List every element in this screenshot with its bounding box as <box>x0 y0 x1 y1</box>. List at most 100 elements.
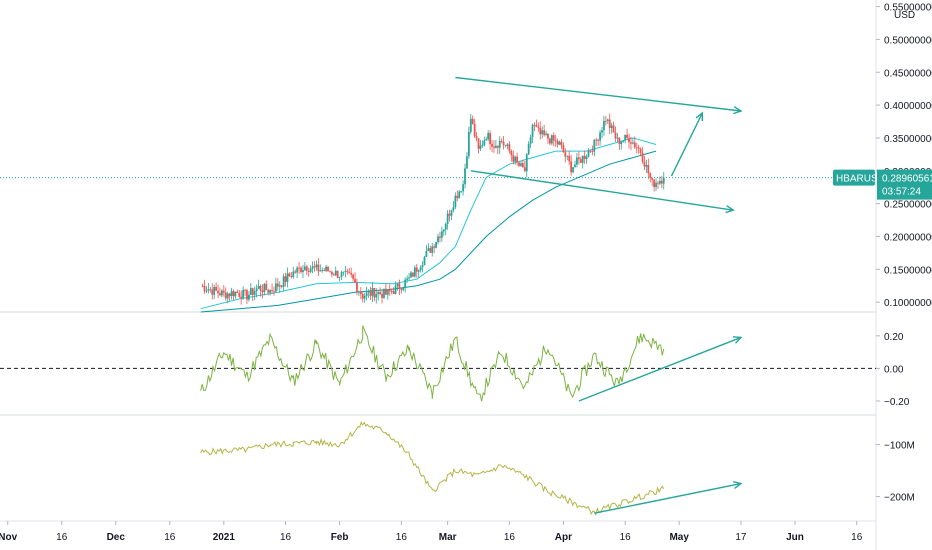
candle-body <box>440 231 443 238</box>
candle-body <box>535 125 538 127</box>
candle-body <box>599 132 601 141</box>
candle-body <box>631 142 634 144</box>
candle-body <box>574 164 576 168</box>
candle-body <box>591 150 594 152</box>
price-tick-label: 0.40000000 <box>884 101 932 112</box>
symbol-tag[interactable]: HBARUSD <box>833 169 885 186</box>
candle-body <box>479 145 482 149</box>
osc2-trend-arrow <box>594 482 742 514</box>
candle-body <box>275 283 277 292</box>
candle-body <box>375 294 378 298</box>
price-axis[interactable]: 0.10000000 0.15000000 0.20000000 0.25000000… <box>876 3 932 310</box>
candle-body <box>290 276 293 278</box>
price-tick-label: 0.35000000 <box>884 134 932 145</box>
candle-body <box>616 137 619 139</box>
oscillator-2 <box>200 420 743 517</box>
candle-body <box>624 134 627 141</box>
candle-body <box>543 130 546 135</box>
moving-averages <box>200 137 657 313</box>
candle-body <box>248 294 250 300</box>
candle-body <box>211 289 214 295</box>
time-tick-label: 16 <box>396 532 408 543</box>
candle-body <box>572 167 574 173</box>
candle-body <box>446 213 449 224</box>
candle-body <box>452 207 455 211</box>
candle-body <box>529 137 532 144</box>
oscillator-1-axis[interactable]: 0.20 0.00 −0.20 <box>876 332 910 408</box>
candle-body <box>369 291 372 296</box>
candle-body <box>564 152 567 157</box>
candle-body <box>217 290 219 294</box>
candlesticks <box>201 113 665 305</box>
candle-body <box>325 266 327 271</box>
candle-body <box>332 274 335 276</box>
candle-body <box>251 288 254 295</box>
time-tick-label: Jun <box>786 532 804 543</box>
candle-body <box>431 246 434 253</box>
candle-body <box>352 274 355 279</box>
candle-body <box>618 137 621 145</box>
candle-body <box>354 278 356 283</box>
candle-body <box>601 130 603 133</box>
candle-body <box>560 141 563 146</box>
time-tick-label: Nov <box>0 532 18 543</box>
candle-body <box>504 144 507 146</box>
candle-body <box>562 145 565 153</box>
candle-body <box>581 155 584 163</box>
candle-body <box>220 290 223 296</box>
candle-body <box>662 177 665 184</box>
candle-body <box>240 296 243 299</box>
candle-body <box>595 139 598 141</box>
candle-body <box>282 276 285 287</box>
candle-body <box>545 133 547 135</box>
candle-body <box>583 155 586 159</box>
candle-body <box>471 118 474 124</box>
oscillator-2-axis[interactable]: −100M −200M <box>876 441 915 504</box>
candle-body <box>489 133 491 144</box>
candle-body <box>508 144 511 151</box>
candle-body <box>467 131 470 157</box>
candle-body <box>593 139 596 152</box>
candle-body <box>371 288 374 296</box>
candle-body <box>396 283 399 286</box>
candle-body <box>604 120 607 122</box>
channel-top-arrow <box>455 76 742 112</box>
candle-body <box>547 133 549 139</box>
candle-body <box>300 267 302 273</box>
osc2-tick-label: −100M <box>884 441 915 452</box>
candle-body <box>280 285 283 287</box>
candle-body <box>298 267 300 269</box>
candle-body <box>606 119 609 122</box>
candle-body <box>327 266 329 272</box>
candle-body <box>412 272 414 277</box>
candle-body <box>417 270 420 272</box>
candle-body <box>514 156 517 162</box>
osc1-trend-arrow <box>578 336 742 402</box>
candle-body <box>647 164 650 174</box>
trend-drawings[interactable] <box>455 76 743 214</box>
candle-body <box>512 155 515 162</box>
time-axis[interactable]: Nov 16 Dec 16 2021 16 Feb 16 Mar 16 Apr 16 May 17 Jun 1… <box>0 521 863 543</box>
candle-body <box>381 293 383 298</box>
candle-body <box>213 286 216 295</box>
candle-body <box>410 272 412 278</box>
candle-body <box>344 270 347 272</box>
candle-body <box>342 271 345 273</box>
last-price-tag[interactable]: 0.28960561 03:57:24 <box>877 169 932 200</box>
candle-body <box>246 290 248 300</box>
candle-body <box>541 130 544 135</box>
candle-body <box>319 270 322 272</box>
candle-body <box>466 156 468 169</box>
candle-body <box>348 271 351 273</box>
osc1-tick-label: −0.20 <box>884 397 910 408</box>
channel-bottom-arrow-head <box>725 205 735 214</box>
candle-body <box>462 184 464 192</box>
candle-body <box>329 271 331 272</box>
candle-body <box>296 267 299 273</box>
candle-body <box>587 150 590 157</box>
candle-body <box>520 163 522 166</box>
candle-body <box>456 195 459 199</box>
candle-body <box>273 290 275 292</box>
candle-body <box>236 291 239 293</box>
